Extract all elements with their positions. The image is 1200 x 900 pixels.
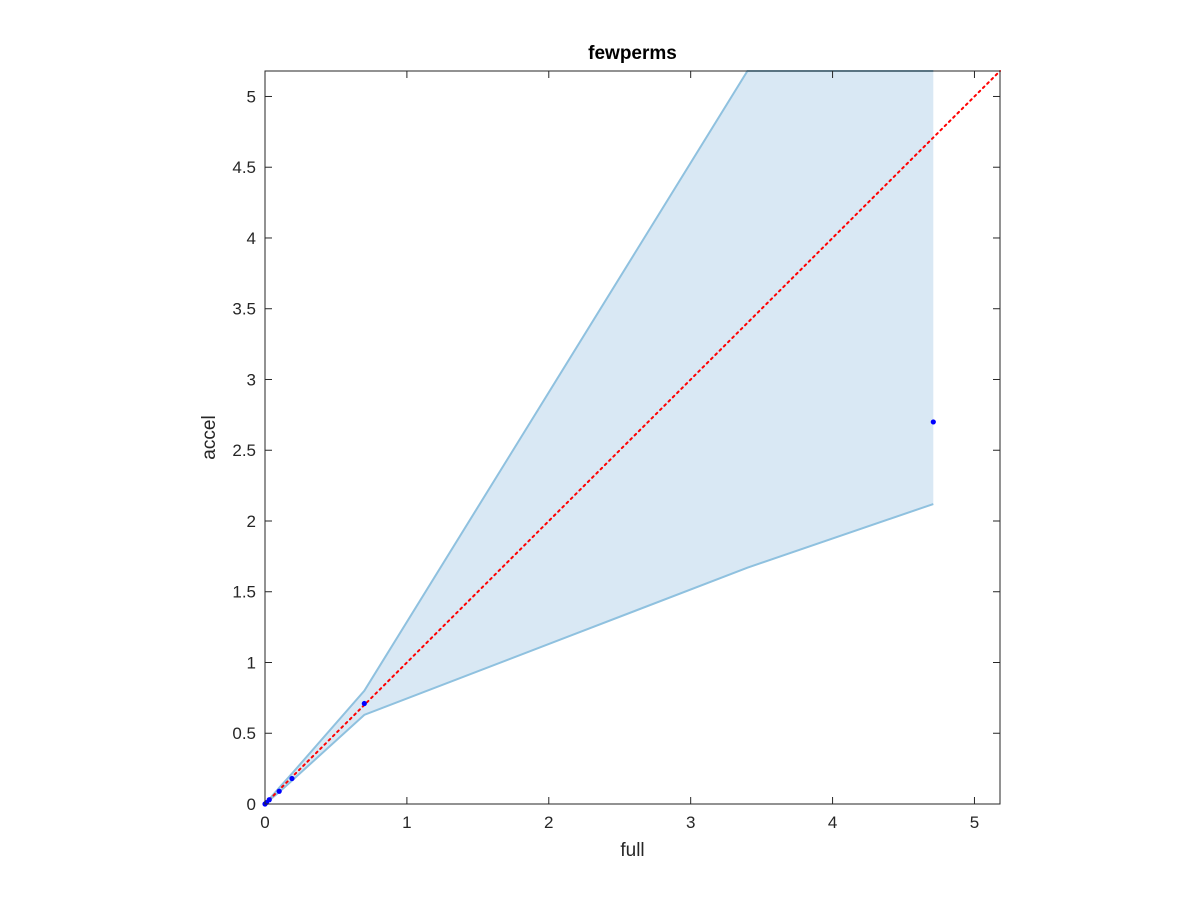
y-tick-label: 0 [247, 795, 256, 814]
x-tick-label: 3 [686, 813, 695, 832]
y-tick-label: 3.5 [232, 300, 256, 319]
x-tick-label: 5 [970, 813, 979, 832]
y-tick-label: 2 [247, 512, 256, 531]
data-point [361, 700, 367, 707]
data-point [289, 775, 295, 782]
y-tick-label: 0.5 [232, 724, 256, 743]
y-tick-label: 1.5 [232, 583, 256, 602]
x-tick-label: 2 [544, 813, 553, 832]
reference-line-group [264, 70, 1001, 805]
x-tick-label: 0 [260, 813, 269, 832]
y-axis-label: accel [199, 415, 220, 459]
y-tick-label: 4 [247, 229, 256, 248]
data-point [266, 797, 272, 803]
x-tick-label: 1 [402, 813, 411, 832]
y-tick-label: 3 [247, 370, 256, 389]
data-point [930, 419, 936, 425]
x-tick-label: 4 [828, 813, 837, 832]
x-axis-ticks: 0 1 2 3 4 5 [260, 71, 979, 832]
y-tick-label: 4.5 [232, 158, 256, 177]
y-tick-label: 1 [247, 653, 256, 672]
data-point [276, 788, 282, 794]
y-axis-ticks: 0 0.5 1 1.5 2 2.5 3 3.5 4 4.5 5 [232, 87, 1000, 814]
band-fill [265, 71, 934, 804]
y-tick-label: 2.5 [232, 441, 256, 460]
y-tick-label: 5 [247, 87, 256, 106]
reference-line [264, 70, 1001, 805]
confidence-band [264, 70, 934, 805]
x-axis-label: full [620, 840, 644, 861]
chart-title: fewperms [588, 43, 677, 64]
axes-box [264, 70, 1001, 805]
